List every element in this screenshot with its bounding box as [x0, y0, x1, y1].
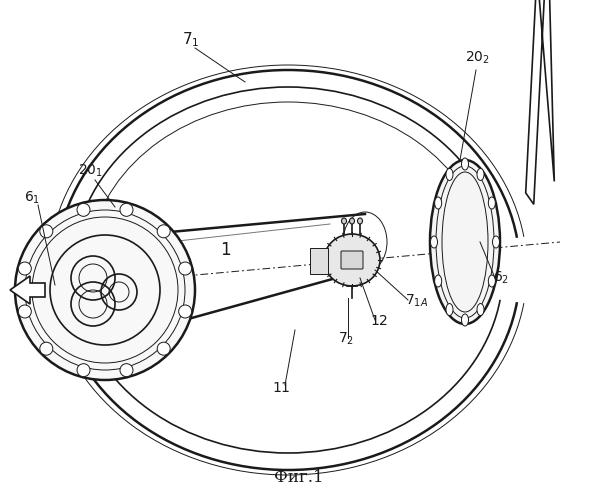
- Ellipse shape: [446, 168, 453, 180]
- Ellipse shape: [488, 275, 495, 287]
- Ellipse shape: [77, 364, 90, 376]
- Ellipse shape: [157, 225, 170, 238]
- FancyBboxPatch shape: [310, 248, 328, 274]
- Text: $11$: $11$: [272, 381, 291, 395]
- Ellipse shape: [341, 218, 346, 224]
- Ellipse shape: [40, 225, 53, 238]
- Polygon shape: [526, 0, 554, 204]
- Ellipse shape: [324, 234, 380, 286]
- Ellipse shape: [179, 262, 192, 275]
- Ellipse shape: [77, 204, 90, 216]
- Ellipse shape: [446, 304, 453, 316]
- Ellipse shape: [157, 342, 170, 355]
- Polygon shape: [10, 276, 45, 304]
- Ellipse shape: [120, 204, 133, 216]
- Text: $20_1$: $20_1$: [78, 163, 103, 180]
- Ellipse shape: [40, 342, 53, 355]
- Text: $6_1$: $6_1$: [24, 190, 40, 206]
- Text: $7_{1A}$: $7_{1A}$: [405, 293, 428, 310]
- Ellipse shape: [461, 158, 468, 170]
- Ellipse shape: [435, 197, 441, 209]
- Text: Фиг.1: Фиг.1: [274, 470, 324, 486]
- Text: $12$: $12$: [370, 314, 388, 328]
- Ellipse shape: [488, 197, 495, 209]
- Ellipse shape: [19, 262, 31, 275]
- Text: $1$: $1$: [220, 242, 231, 259]
- Ellipse shape: [477, 304, 484, 316]
- Ellipse shape: [15, 200, 195, 380]
- Text: $6_2$: $6_2$: [493, 270, 509, 286]
- Ellipse shape: [431, 236, 437, 248]
- Ellipse shape: [19, 305, 31, 318]
- Ellipse shape: [477, 168, 484, 180]
- Ellipse shape: [120, 364, 133, 376]
- Ellipse shape: [461, 314, 468, 326]
- Text: $20_2$: $20_2$: [465, 50, 490, 66]
- Ellipse shape: [435, 275, 441, 287]
- Ellipse shape: [430, 160, 500, 324]
- Text: $7_1$: $7_1$: [182, 30, 199, 48]
- Ellipse shape: [179, 305, 192, 318]
- Ellipse shape: [492, 236, 500, 248]
- Ellipse shape: [358, 218, 362, 224]
- Ellipse shape: [349, 218, 355, 224]
- Text: $7_2$: $7_2$: [338, 331, 354, 347]
- FancyBboxPatch shape: [341, 251, 363, 269]
